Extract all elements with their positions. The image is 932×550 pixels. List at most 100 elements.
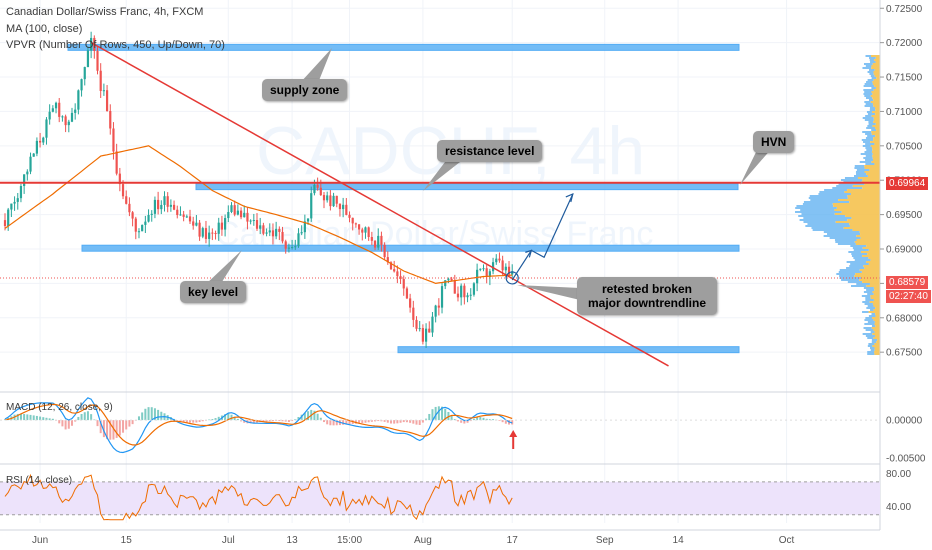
candle-body [80,79,83,91]
vp-row-up [871,133,880,135]
macd-hist-bar [291,420,294,421]
macd-hist-bar [39,416,42,421]
candle-body [233,205,236,215]
candle-body [268,230,271,233]
macd-hist-bar [441,406,444,421]
vp-row-up [866,285,880,287]
vp-row-down [862,67,872,69]
macd-hist-bar [316,413,319,421]
vp-row-down [864,119,874,121]
vp-row-down [866,289,875,291]
supply-zone-callout[interactable]: supply zone [262,79,348,101]
macd-hist-bar [74,420,77,422]
candle-body [434,305,437,317]
candle-body [160,204,163,210]
candle-body [137,231,141,233]
vp-row-up [833,205,880,207]
vp-row-up [873,73,880,75]
candle-body [357,224,361,230]
vp-row-up [874,69,880,71]
vp-row-up [871,67,880,69]
vp-row-up [873,319,880,321]
candle-body [351,217,354,224]
macd-hist-bar [268,420,271,422]
vp-row-down [864,105,874,107]
key-level-callout[interactable]: key level [180,281,247,303]
candle-body [96,50,99,71]
vp-row-up [873,89,880,91]
vp-row-up [873,287,880,289]
candle-body [431,316,434,333]
vp-row-down [836,185,853,187]
macd-hist-bar [498,420,501,421]
candle-body [214,232,217,234]
macd-hist-bar [144,408,147,421]
candle-body [338,203,342,210]
candle-body [364,227,367,233]
candle-body [208,232,211,239]
vp-row-down [867,337,874,339]
candle-body [409,298,412,308]
candle-body [421,328,424,342]
macd-hist-bar [195,420,198,423]
vp-row-down [863,291,873,293]
macd-hist-bar [176,420,179,421]
x-tick-label: 17 [507,535,519,546]
macd-hist-bar [201,420,204,422]
rsi-tick-label: 80.00 [886,469,911,480]
macd-hist-bar [396,420,399,424]
candle-body [224,218,227,230]
candle-body [383,244,386,258]
macd-hist-bar [393,420,396,424]
vp-row-down [803,201,850,203]
vp-row-down [865,147,873,149]
vp-row-down [867,71,874,73]
macd-hist-bar [460,420,463,423]
macd-hist-bar [249,420,252,424]
macd-hist-bar [137,416,140,421]
vp-row-up [849,225,880,227]
vp-row-down [864,151,872,153]
candle-body [179,214,182,216]
retested-trendline-callout[interactable]: retested broken major downtrendline [577,277,717,315]
vp-row-up [859,279,880,281]
rsi-tick-label: 40.00 [886,502,911,513]
candle-body [42,137,45,143]
vp-row-down [865,159,874,161]
y-tick-label: 0.72500 [886,4,923,15]
vp-row-down [799,219,848,221]
vp-row-down [870,61,876,63]
vp-row-down [864,91,872,93]
macd-hist-bar [80,414,83,421]
candle-body [476,269,479,284]
candle-body [13,201,16,204]
macd-hist-bar [236,418,239,421]
candle-body [495,258,498,263]
vp-row-up [870,295,880,297]
vp-row-up [862,255,880,257]
vp-row-down [870,309,874,311]
vp-row-down [809,195,848,197]
vp-row-down [856,173,867,175]
vp-row-up [868,263,880,265]
vp-row-down [832,187,863,189]
vp-row-up [873,79,880,81]
vp-row-down [870,331,875,333]
vp-row-up [845,215,880,217]
vp-row-up [870,141,880,143]
resistance-level-callout[interactable]: resistance level [437,140,543,162]
candle-body [102,90,105,92]
hvn-callout[interactable]: HVN [753,131,795,153]
candle-body [195,222,198,226]
vp-row-down [795,207,837,209]
vp-row-up [873,105,880,107]
vp-row-up [871,65,880,67]
candle-body [345,204,348,215]
candle-body [386,257,389,263]
vp-row-down [869,57,876,59]
candle-body [227,212,230,219]
y-tick-label: 0.71500 [886,73,923,84]
vp-row-up [872,103,880,105]
